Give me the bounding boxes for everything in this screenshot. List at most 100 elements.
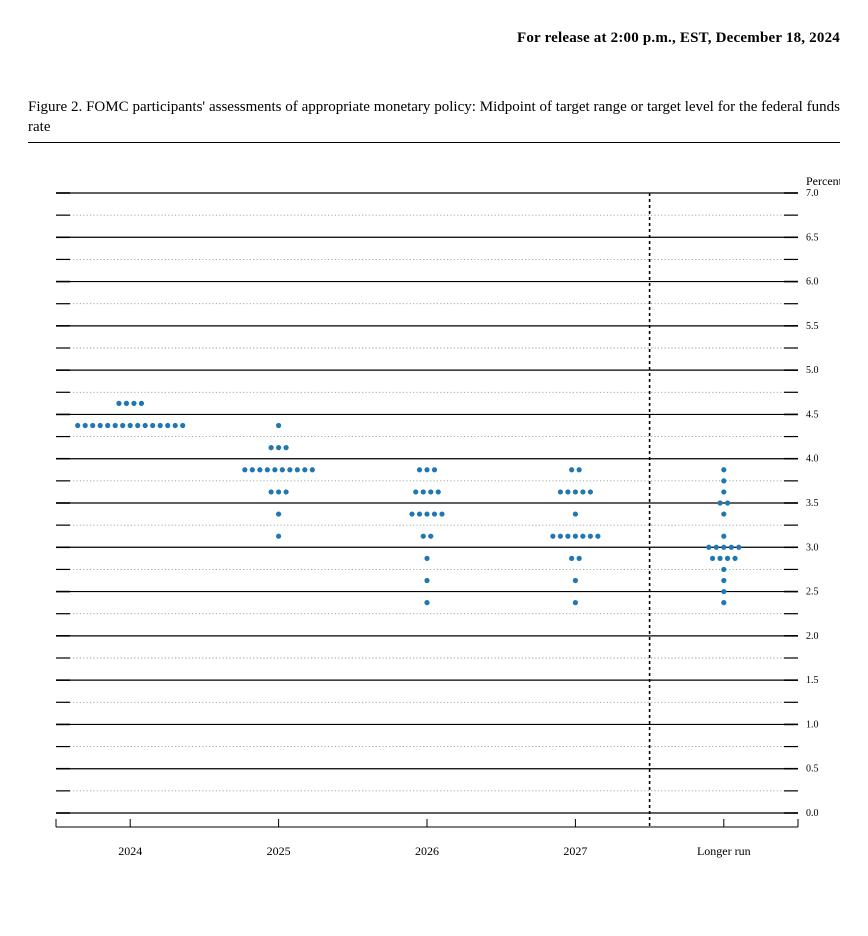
figure-caption: Figure 2. FOMC participants' assessments… — [28, 97, 840, 138]
x-tick-label: 2025 — [267, 844, 291, 858]
dot — [75, 422, 80, 427]
dot — [276, 533, 281, 538]
caption-rule — [28, 142, 840, 143]
dot — [116, 400, 121, 405]
dot — [428, 533, 433, 538]
y-tick-label: 2.0 — [806, 630, 819, 641]
y-tick-label: 3.5 — [806, 498, 819, 509]
y-tick-label: 5.0 — [806, 365, 819, 376]
dot — [432, 467, 437, 472]
dot — [265, 467, 270, 472]
dot — [580, 489, 585, 494]
dot — [257, 467, 262, 472]
dot — [588, 533, 593, 538]
dot — [721, 478, 726, 483]
dot — [90, 422, 95, 427]
dot — [424, 555, 429, 560]
dot — [284, 445, 289, 450]
dot — [550, 533, 555, 538]
dot — [580, 533, 585, 538]
dot — [280, 467, 285, 472]
dot — [413, 489, 418, 494]
dot — [732, 555, 737, 560]
dot — [173, 422, 178, 427]
dot — [721, 467, 726, 472]
dot — [721, 544, 726, 549]
y-tick-label: 1.5 — [806, 675, 819, 686]
y-tick-label: 5.5 — [806, 320, 819, 331]
dot — [573, 489, 578, 494]
dot — [310, 467, 315, 472]
y-tick-label: 6.5 — [806, 232, 819, 243]
dot — [276, 445, 281, 450]
dot — [421, 533, 426, 538]
dot — [565, 489, 570, 494]
dot — [135, 422, 140, 427]
x-tick-label: 2027 — [563, 844, 587, 858]
dot — [717, 555, 722, 560]
dot — [165, 422, 170, 427]
dot — [577, 555, 582, 560]
y-tick-label: 7.0 — [806, 188, 819, 199]
dot — [409, 511, 414, 516]
dot — [714, 544, 719, 549]
dot — [721, 577, 726, 582]
dot — [98, 422, 103, 427]
dot — [128, 422, 133, 427]
y-tick-label: 3.0 — [806, 542, 819, 553]
dot — [276, 489, 281, 494]
dot — [721, 533, 726, 538]
dot — [269, 445, 274, 450]
dot — [287, 467, 292, 472]
dot — [721, 511, 726, 516]
dot — [717, 500, 722, 505]
dot — [143, 422, 148, 427]
y-axis-label: Percent — [806, 174, 840, 188]
dot — [432, 511, 437, 516]
dot — [250, 467, 255, 472]
dot — [721, 566, 726, 571]
dot — [428, 489, 433, 494]
dot — [721, 489, 726, 494]
dot — [150, 422, 155, 427]
dot-plot-chart: 0.00.51.01.52.02.53.03.54.04.55.05.56.06… — [28, 165, 840, 885]
dot — [721, 588, 726, 593]
y-tick-label: 2.5 — [806, 586, 819, 597]
dot — [131, 400, 136, 405]
dot — [721, 600, 726, 605]
dot — [424, 511, 429, 516]
release-line: For release at 2:00 p.m., EST, December … — [28, 30, 840, 47]
dot — [417, 511, 422, 516]
dot — [436, 489, 441, 494]
dot — [729, 544, 734, 549]
dot — [180, 422, 185, 427]
y-tick-label: 4.0 — [806, 453, 819, 464]
chart-svg: 0.00.51.01.52.02.53.03.54.04.55.05.56.06… — [28, 165, 840, 885]
dot — [573, 511, 578, 516]
x-tick-label: 2026 — [415, 844, 439, 858]
dot — [269, 489, 274, 494]
dot — [276, 422, 281, 427]
dot — [424, 467, 429, 472]
dot — [710, 555, 715, 560]
dot — [424, 600, 429, 605]
y-tick-label: 0.0 — [806, 808, 819, 819]
dot — [588, 489, 593, 494]
dot — [569, 555, 574, 560]
dot — [706, 544, 711, 549]
dot — [424, 577, 429, 582]
dot — [295, 467, 300, 472]
dot — [83, 422, 88, 427]
dot — [736, 544, 741, 549]
y-tick-label: 1.0 — [806, 719, 819, 730]
dot — [105, 422, 110, 427]
dot — [573, 533, 578, 538]
dot — [573, 577, 578, 582]
dot — [284, 489, 289, 494]
dot — [421, 489, 426, 494]
dot — [558, 489, 563, 494]
dot — [276, 511, 281, 516]
x-tick-label: 2024 — [118, 844, 142, 858]
dot — [565, 533, 570, 538]
dot — [417, 467, 422, 472]
